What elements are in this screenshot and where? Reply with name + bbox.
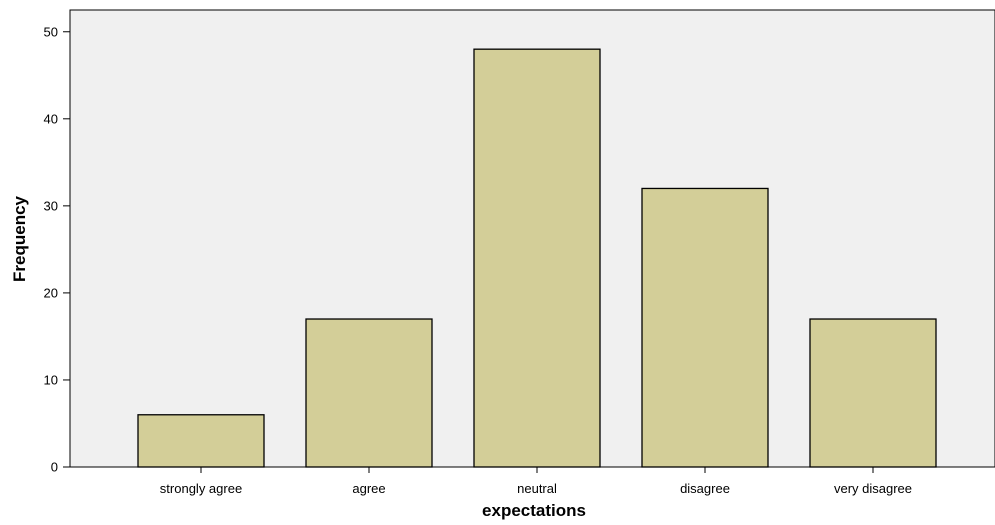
bar-agree	[305, 318, 433, 468]
x-tick-label: agree	[352, 481, 385, 496]
x-axis: strongly agree agree neutral disagree very d…	[160, 467, 912, 496]
y-tick-label: 20	[44, 285, 58, 300]
bar-neutral	[473, 48, 601, 468]
bar-disagree	[641, 187, 769, 468]
y-tick-label: 10	[44, 372, 58, 387]
y-axis: 0 10 20 30 40 50	[44, 24, 70, 475]
x-tick-label: strongly agree	[160, 481, 242, 496]
x-tick-label: very disagree	[834, 481, 912, 496]
y-axis-title: Frequency	[10, 195, 29, 282]
bar-strongly-agree	[137, 414, 265, 468]
y-tick-label: 0	[51, 460, 58, 475]
y-tick-label: 40	[44, 111, 58, 126]
x-axis-title: expectations	[482, 501, 586, 520]
x-tick-label: disagree	[680, 481, 730, 496]
bars-layer	[137, 48, 937, 468]
x-tick-label: neutral	[517, 481, 557, 496]
y-tick-label: 30	[44, 198, 58, 213]
bar-very-disagree	[809, 318, 937, 468]
y-tick-label: 50	[44, 24, 58, 39]
